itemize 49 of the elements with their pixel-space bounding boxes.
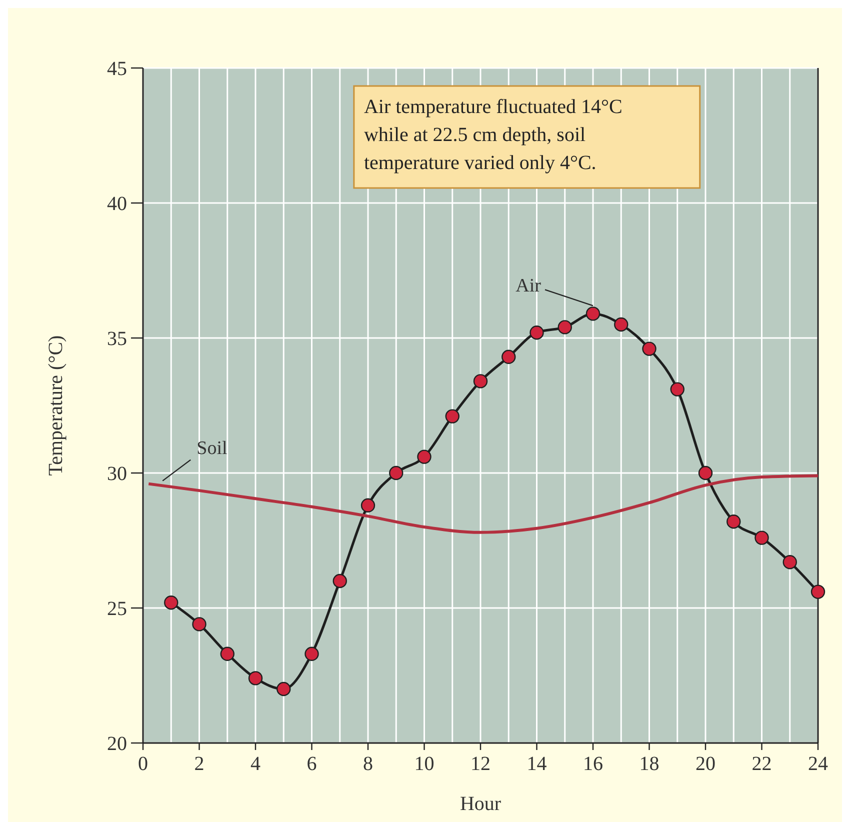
point <box>473 374 488 388</box>
point <box>754 530 769 545</box>
legend-label: Air <box>516 276 542 297</box>
point <box>726 514 741 529</box>
point <box>642 342 656 356</box>
x-tick-label: 18 <box>639 753 660 775</box>
point <box>502 350 516 364</box>
y-tick-label: 30 <box>107 463 127 485</box>
point <box>276 682 291 696</box>
y-tick-label: 45 <box>107 58 127 80</box>
point <box>248 671 263 686</box>
x-tick-label: 0 <box>138 753 148 775</box>
x-tick-label: 24 <box>808 753 828 775</box>
x-axis-title: Hour <box>460 793 502 815</box>
point <box>782 555 797 570</box>
point <box>810 584 826 599</box>
x-tick-label: 20 <box>696 753 716 775</box>
series-label: Soil <box>196 438 228 459</box>
point <box>360 498 376 512</box>
point <box>417 450 432 464</box>
line-series <box>147 474 820 534</box>
point <box>220 646 234 661</box>
x-tick-label: 10 <box>414 753 434 775</box>
y-tick-label: 20 <box>107 733 127 755</box>
x-tick-label: 6 <box>306 753 317 775</box>
y-tick-label: 40 <box>107 193 127 215</box>
point <box>164 596 178 610</box>
x-tick-label: 4 <box>250 753 260 775</box>
point <box>389 466 404 480</box>
point <box>558 320 572 334</box>
annotation: Air temperature fluctuated 14°C while at 22.5 cm depth, soil temperature varied only 4°C. <box>364 96 622 174</box>
point <box>445 409 460 424</box>
point <box>586 306 600 321</box>
x-tick-label: 14 <box>526 753 547 775</box>
x-tick-label: 8 <box>363 753 373 775</box>
point <box>670 382 684 396</box>
point <box>530 326 544 340</box>
x-tick-label: 22 <box>752 753 772 775</box>
x-tick-label: 2 <box>194 753 204 775</box>
point <box>614 317 628 332</box>
x-tick-label: 12 <box>470 753 490 775</box>
y-axis-title: Temperature (°C) <box>45 335 67 476</box>
point <box>304 646 319 661</box>
y-tick-label: 35 <box>107 328 127 350</box>
point <box>192 617 206 632</box>
y-tick-label: 25 <box>107 598 127 620</box>
point <box>332 574 347 588</box>
point <box>698 466 713 480</box>
x-tick-label: 16 <box>583 753 603 775</box>
